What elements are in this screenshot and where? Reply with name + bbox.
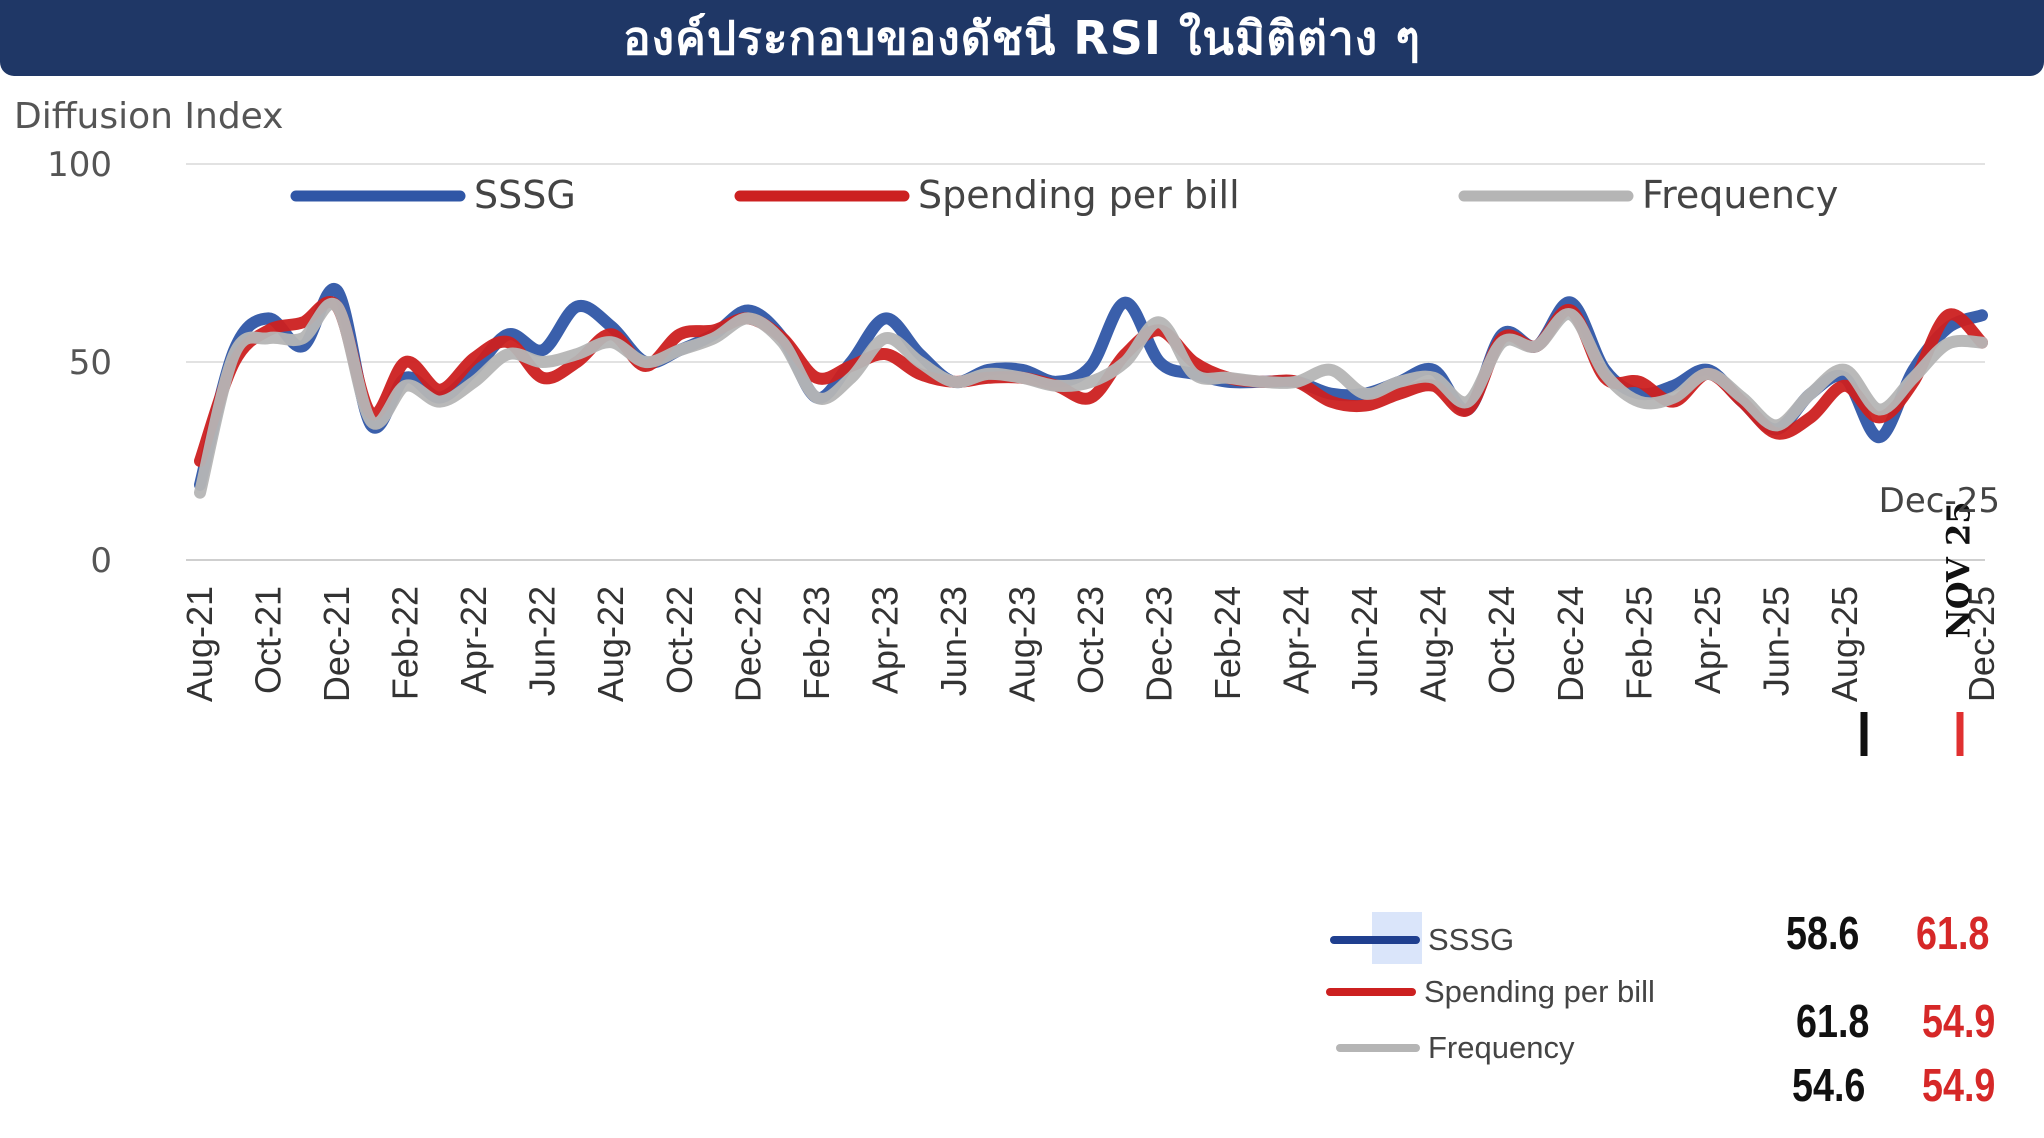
bottom-legend-label-sssg: SSSG (1428, 922, 1515, 957)
nov25-value-frequency: 54.6 (1792, 1059, 1866, 1111)
bottom-legend-item-frequency: Frequency (1336, 1028, 1574, 1068)
x-tick-label-aug-25: Aug-25 (1824, 586, 1865, 702)
series-line-sssg (194, 282, 1988, 491)
chart-title: องค์ประกอบของดัชนี RSI ในมิติต่าง ๆ (623, 10, 1421, 65)
bottom-legend-label-spending: Spending per bill (1424, 974, 1655, 1009)
x-tick-label-dec-25: Dec-25 (1961, 586, 2002, 702)
dec25-value-sssg: 61.8 (1916, 907, 1990, 959)
bottom-legend-item-spending: Spending per bill (1326, 972, 1655, 1012)
x-tick-label-oct-22: Oct-22 (659, 586, 700, 694)
x-tick-label-dec-21: Dec-21 (316, 586, 357, 702)
x-tick-label-feb-24: Feb-24 (1207, 586, 1248, 700)
nov25-value-sssg: 58.6 (1786, 907, 1860, 959)
x-tick-label-jun-23: Jun-23 (933, 586, 974, 696)
x-tick-label-oct-24: Oct-24 (1481, 586, 1522, 694)
x-tick-label-apr-25: Apr-25 (1687, 586, 1728, 694)
line-chart: Diffusion Index 0 50 100 Aug-21 Oct-21 Dec-21 F… (14, 96, 2002, 756)
frequency-swatch (1336, 1044, 1420, 1052)
sssg-swatch (1330, 936, 1420, 944)
dec25-value-spending: 54.9 (1922, 995, 1996, 1047)
x-tick-label-apr-23: Apr-23 (864, 586, 905, 694)
x-tick-label-dec-22: Dec-22 (727, 586, 768, 702)
legend-label-sssg: SSSG (474, 173, 576, 217)
x-tick-label-jun-24: Jun-24 (1344, 586, 1385, 696)
y-tick-label-0: 0 (90, 541, 112, 581)
x-tick-label-apr-22: Apr-22 (453, 586, 494, 694)
x-tick-label-apr-24: Apr-24 (1276, 586, 1317, 694)
x-tick-label-oct-23: Oct-23 (1070, 586, 1111, 694)
series-line-frequency (194, 297, 1988, 499)
legend-label-frequency: Frequency (1642, 173, 1838, 217)
x-tick-label-jun-22: Jun-22 (522, 586, 563, 696)
dec25-value-frequency: 54.9 (1922, 1059, 1996, 1111)
bottom-legend: SSSG Spending per bill Frequency (1326, 900, 1690, 1080)
y-axis-label: Diffusion Index (14, 96, 284, 137)
legend-label-spending-per-bill: Spending per bill (918, 173, 1240, 217)
x-tick-label-jun-25: Jun-25 (1755, 586, 1796, 696)
y-tick-label-50: 50 (69, 343, 112, 383)
nov25-value-spending: 61.8 (1796, 995, 1870, 1047)
spending-swatch (1326, 988, 1416, 996)
x-tick-label-oct-21: Oct-21 (248, 586, 289, 694)
x-tick-label-aug-23: Aug-23 (1001, 586, 1042, 702)
x-tick-label-aug-24: Aug-24 (1413, 586, 1454, 702)
bottom-legend-label-frequency: Frequency (1428, 1030, 1575, 1065)
x-tick-label-feb-25: Feb-25 (1618, 586, 1659, 700)
y-tick-label-100: 100 (47, 145, 112, 185)
x-tick-label-aug-22: Aug-22 (590, 586, 631, 702)
bottom-legend-item-sssg: SSSG (1330, 920, 1514, 960)
x-tick-label-feb-23: Feb-23 (796, 586, 837, 700)
x-tick-label-dec-23: Dec-23 (1139, 586, 1180, 702)
x-tick-label-aug-21: Aug-21 (179, 586, 220, 702)
x-tick-label-dec-24: Dec-24 (1550, 586, 1591, 702)
x-tick-label-feb-22: Feb-22 (385, 586, 426, 700)
title-banner: องค์ประกอบของดัชนี RSI ในมิติต่าง ๆ (0, 0, 2044, 76)
annotation-dec25: Dec-25 (1879, 481, 2000, 521)
marker-label-nov25: NOV 25 (1940, 501, 1978, 638)
